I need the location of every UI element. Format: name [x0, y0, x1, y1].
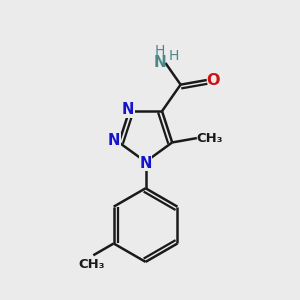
- Text: N: N: [154, 55, 166, 70]
- Text: H: H: [155, 44, 165, 58]
- Text: H: H: [169, 50, 179, 64]
- Text: CH₃: CH₃: [196, 132, 223, 145]
- Text: O: O: [206, 73, 220, 88]
- Text: CH₃: CH₃: [79, 258, 105, 271]
- Text: N: N: [122, 102, 134, 117]
- Text: N: N: [140, 156, 152, 171]
- Text: N: N: [107, 134, 120, 148]
